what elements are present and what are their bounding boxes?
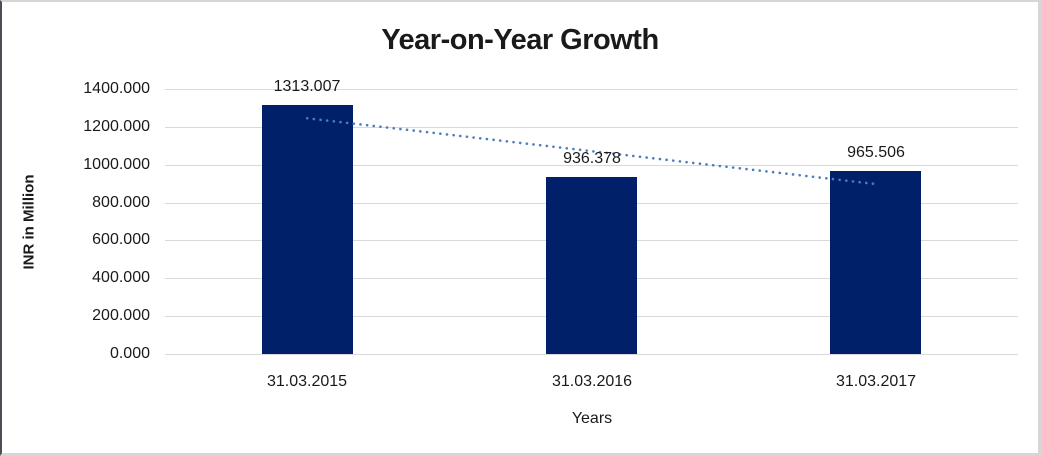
data-label-31.03.2017: 965.506	[847, 144, 905, 161]
data-label-31.03.2015: 1313.007	[273, 78, 341, 95]
y-tick-label: 1000.000	[83, 156, 150, 173]
chart-title: Year-on-Year Growth	[381, 24, 659, 56]
y-tick-label: 800.000	[92, 194, 150, 211]
bar-31.03.2017	[830, 171, 921, 354]
x-axis-title: Years	[571, 410, 613, 427]
bar-31.03.2015	[262, 105, 353, 354]
x-tick-label-31.03.2016: 31.03.2016	[551, 373, 633, 390]
y-axis-title-text: INR in Million	[20, 174, 38, 270]
bar-31.03.2016	[546, 177, 637, 354]
gridline	[165, 89, 1018, 90]
y-tick-label: 600.000	[92, 231, 150, 248]
x-tick-label-31.03.2017: 31.03.2017	[835, 373, 917, 390]
y-tick-label: 400.000	[92, 269, 150, 286]
y-tick-label: 200.000	[92, 307, 150, 324]
y-tick-label: 1200.000	[83, 118, 150, 135]
data-label-31.03.2016: 936.378	[563, 150, 621, 167]
y-tick-label: 1400.000	[83, 80, 150, 97]
x-tick-label-31.03.2015: 31.03.2015	[266, 373, 348, 390]
y-tick-label: 0.000	[109, 345, 150, 362]
x-axis-line	[165, 354, 1018, 355]
